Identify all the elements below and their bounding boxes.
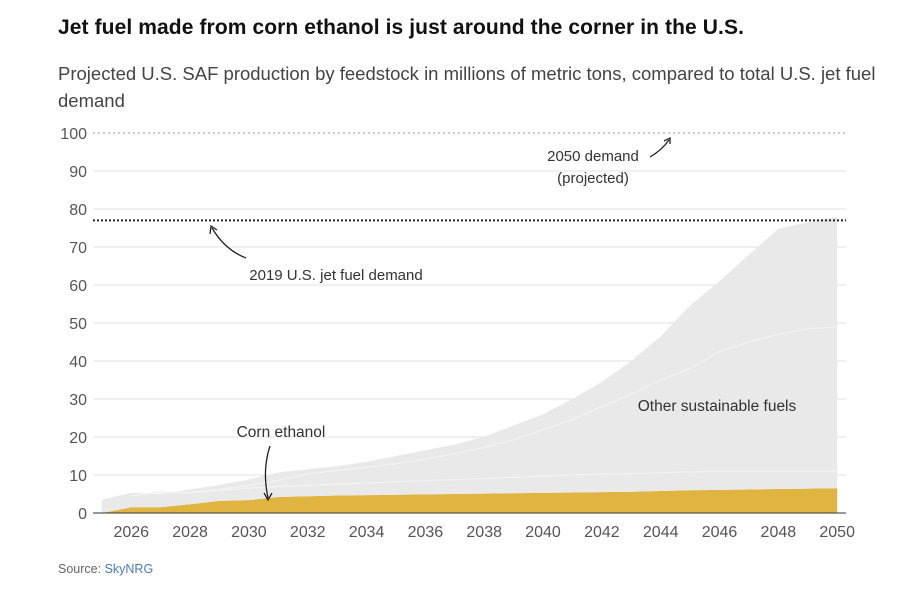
inner-contour (131, 326, 838, 497)
inner-contour (190, 470, 838, 493)
x-tick-label: 2038 (466, 524, 502, 541)
y-tick-label: 20 (69, 430, 87, 447)
x-tick-label: 2048 (761, 524, 797, 541)
demand-2019-arrow (211, 227, 247, 259)
x-tick-label: 2046 (702, 524, 738, 541)
y-tick-label: 0 (78, 506, 87, 523)
reference-lines (93, 132, 846, 222)
y-tick-label: 90 (69, 164, 87, 181)
corn-ethanol-arrow (264, 445, 271, 499)
y-tick-label: 50 (69, 316, 87, 333)
chart-subtitle: Projected U.S. SAF production by feedsto… (58, 63, 876, 111)
y-tick-label: 100 (60, 126, 87, 143)
y-tick-label: 30 (69, 392, 87, 409)
corn-ethanol-area (101, 488, 838, 513)
y-tick-label: 60 (69, 278, 87, 295)
x-tick-label: 2044 (643, 524, 679, 541)
x-tick-label: 2026 (113, 524, 149, 541)
x-tick-label: 2036 (408, 524, 444, 541)
x-axis: 2026 2028 2030 2032 2034 2036 2038 2040 2042 2044… (93, 512, 855, 541)
x-tick-label: 2042 (584, 524, 620, 541)
other-fuels-label: Other sustainable fuels (638, 398, 797, 415)
corn-ethanol-arrowhead (263, 492, 273, 502)
y-tick-label: 40 (69, 354, 87, 371)
x-tick-label: 2032 (290, 524, 326, 541)
area-series (101, 216, 838, 513)
demand-2050-arrow (649, 139, 670, 158)
y-axis: 0 10 20 30 40 50 60 70 80 90 100 (60, 126, 87, 523)
demand-2050-label-line2: (projected) (557, 170, 629, 187)
x-tick-label: 2034 (349, 524, 385, 541)
source-link[interactable]: SkyNRG (104, 562, 154, 576)
y-tick-label: 10 (69, 468, 87, 485)
y-tick-label: 80 (69, 202, 87, 219)
source-note: Source: SkyNRG (58, 562, 153, 576)
chart-title: Jet fuel made from corn ethanol is just … (58, 16, 745, 39)
x-tick-label: 2040 (525, 524, 561, 541)
y-tick-label: 70 (69, 240, 87, 257)
demand-2050-label-line1: 2050 demand (547, 148, 639, 165)
source-prefix: Source: (58, 562, 105, 576)
demand-2019-arrowhead (209, 224, 218, 235)
demand-2019-label: 2019 U.S. jet fuel demand (249, 267, 422, 284)
x-tick-label: 2028 (172, 524, 208, 541)
corn-ethanol-label: Corn ethanol (237, 424, 326, 441)
x-tick-label: 2050 (819, 524, 855, 541)
annotations: 2050 demand (projected) 2019 U.S. jet fu… (209, 136, 797, 502)
x-tick-label: 2030 (231, 524, 267, 541)
other-fuels-area (101, 216, 838, 513)
demand-2050-arrowhead (663, 136, 671, 144)
